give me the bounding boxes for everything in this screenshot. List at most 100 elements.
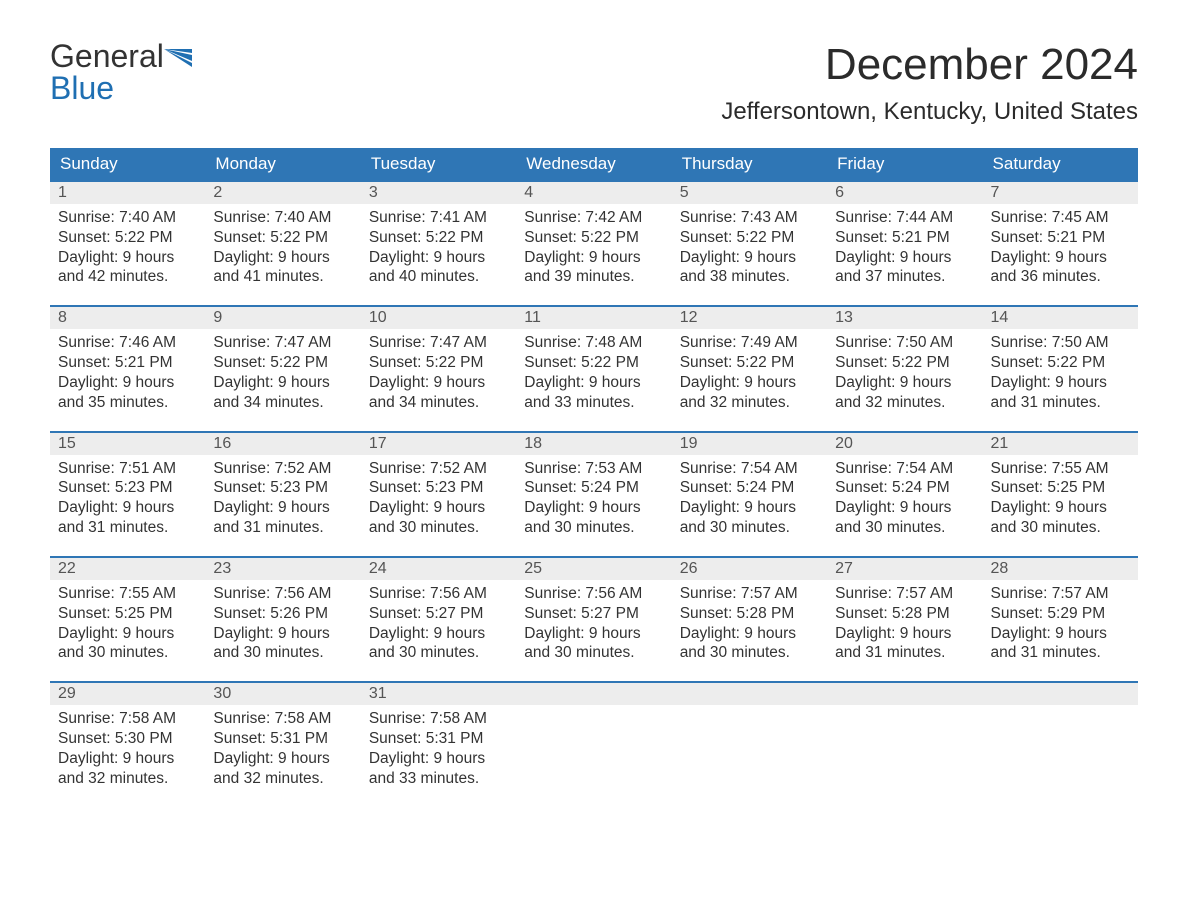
day-number-cell [672, 682, 827, 705]
day-data-cell: Sunrise: 7:47 AMSunset: 5:22 PMDaylight:… [205, 329, 360, 431]
day-line: Daylight: 9 hours [58, 749, 197, 769]
day-line: Daylight: 9 hours [58, 498, 197, 518]
day-number-cell: 2 [205, 181, 360, 204]
day-line: Sunrise: 7:48 AM [524, 333, 663, 353]
day-line: Sunrise: 7:40 AM [58, 208, 197, 228]
day-line: Sunrise: 7:43 AM [680, 208, 819, 228]
day-line: and 30 minutes. [991, 518, 1130, 538]
day-line: and 30 minutes. [58, 643, 197, 663]
day-line: Sunset: 5:22 PM [524, 353, 663, 373]
data-row: Sunrise: 7:58 AMSunset: 5:30 PMDaylight:… [50, 705, 1138, 806]
day-line: Sunset: 5:25 PM [58, 604, 197, 624]
day-line: Sunrise: 7:51 AM [58, 459, 197, 479]
day-line: Sunset: 5:22 PM [680, 353, 819, 373]
day-number-cell: 16 [205, 432, 360, 455]
day-number-cell: 15 [50, 432, 205, 455]
day-data-cell: Sunrise: 7:55 AMSunset: 5:25 PMDaylight:… [50, 580, 205, 682]
day-line: Sunrise: 7:40 AM [213, 208, 352, 228]
day-line: Daylight: 9 hours [680, 248, 819, 268]
day-number-cell: 29 [50, 682, 205, 705]
day-number-cell: 19 [672, 432, 827, 455]
day-data-cell: Sunrise: 7:47 AMSunset: 5:22 PMDaylight:… [361, 329, 516, 431]
day-line: Daylight: 9 hours [991, 248, 1130, 268]
day-line: Sunrise: 7:47 AM [213, 333, 352, 353]
day-number-cell: 9 [205, 306, 360, 329]
day-header: Friday [827, 148, 982, 181]
day-number-cell [827, 682, 982, 705]
day-data-cell: Sunrise: 7:49 AMSunset: 5:22 PMDaylight:… [672, 329, 827, 431]
day-line: Daylight: 9 hours [680, 498, 819, 518]
day-number-cell: 27 [827, 557, 982, 580]
day-line: and 38 minutes. [680, 267, 819, 287]
day-line: and 40 minutes. [369, 267, 508, 287]
day-line: Sunset: 5:27 PM [369, 604, 508, 624]
day-number-cell: 13 [827, 306, 982, 329]
day-number-cell: 6 [827, 181, 982, 204]
day-data-cell: Sunrise: 7:45 AMSunset: 5:21 PMDaylight:… [983, 204, 1138, 306]
day-line: Daylight: 9 hours [213, 749, 352, 769]
day-line: Sunrise: 7:50 AM [835, 333, 974, 353]
day-line: Sunrise: 7:57 AM [680, 584, 819, 604]
day-data-cell: Sunrise: 7:42 AMSunset: 5:22 PMDaylight:… [516, 204, 671, 306]
day-data-cell: Sunrise: 7:46 AMSunset: 5:21 PMDaylight:… [50, 329, 205, 431]
day-number-cell: 18 [516, 432, 671, 455]
day-line: and 31 minutes. [991, 643, 1130, 663]
day-line: Daylight: 9 hours [213, 373, 352, 393]
day-line: Sunrise: 7:42 AM [524, 208, 663, 228]
day-line: Daylight: 9 hours [991, 498, 1130, 518]
day-line: Sunrise: 7:52 AM [213, 459, 352, 479]
day-data-cell: Sunrise: 7:58 AMSunset: 5:30 PMDaylight:… [50, 705, 205, 806]
page-header: General Blue December 2024 Jeffersontown… [50, 40, 1138, 140]
day-data-cell: Sunrise: 7:58 AMSunset: 5:31 PMDaylight:… [205, 705, 360, 806]
day-line: and 33 minutes. [524, 393, 663, 413]
day-data-cell: Sunrise: 7:43 AMSunset: 5:22 PMDaylight:… [672, 204, 827, 306]
day-line: Sunrise: 7:47 AM [369, 333, 508, 353]
day-number-cell: 28 [983, 557, 1138, 580]
day-line: Daylight: 9 hours [524, 624, 663, 644]
day-number-cell: 4 [516, 181, 671, 204]
day-line: Sunset: 5:22 PM [369, 353, 508, 373]
day-data-cell: Sunrise: 7:48 AMSunset: 5:22 PMDaylight:… [516, 329, 671, 431]
day-number-cell: 31 [361, 682, 516, 705]
day-number-cell: 1 [50, 181, 205, 204]
day-number-cell [516, 682, 671, 705]
day-number-cell: 5 [672, 181, 827, 204]
day-line: and 36 minutes. [991, 267, 1130, 287]
day-line: and 30 minutes. [213, 643, 352, 663]
day-line: and 31 minutes. [58, 518, 197, 538]
day-line: Sunset: 5:22 PM [369, 228, 508, 248]
day-header: Thursday [672, 148, 827, 181]
day-line: and 42 minutes. [58, 267, 197, 287]
day-header: Saturday [983, 148, 1138, 181]
day-line: Daylight: 9 hours [524, 248, 663, 268]
day-line: Sunrise: 7:41 AM [369, 208, 508, 228]
day-line: Daylight: 9 hours [680, 373, 819, 393]
day-line: Sunrise: 7:58 AM [213, 709, 352, 729]
day-data-cell: Sunrise: 7:57 AMSunset: 5:28 PMDaylight:… [672, 580, 827, 682]
day-line: Daylight: 9 hours [58, 248, 197, 268]
day-number-cell: 7 [983, 181, 1138, 204]
day-line: and 30 minutes. [369, 518, 508, 538]
day-header: Tuesday [361, 148, 516, 181]
day-line: Sunrise: 7:50 AM [991, 333, 1130, 353]
day-line: Daylight: 9 hours [524, 498, 663, 518]
day-line: Sunset: 5:21 PM [991, 228, 1130, 248]
day-line: Daylight: 9 hours [991, 624, 1130, 644]
day-data-cell: Sunrise: 7:54 AMSunset: 5:24 PMDaylight:… [672, 455, 827, 557]
day-line: Sunset: 5:21 PM [58, 353, 197, 373]
day-data-cell: Sunrise: 7:57 AMSunset: 5:28 PMDaylight:… [827, 580, 982, 682]
day-number-cell: 22 [50, 557, 205, 580]
day-header: Wednesday [516, 148, 671, 181]
daynum-row: 22232425262728 [50, 557, 1138, 580]
day-data-cell [672, 705, 827, 806]
day-header-row: SundayMondayTuesdayWednesdayThursdayFrid… [50, 148, 1138, 181]
day-line: Sunset: 5:28 PM [680, 604, 819, 624]
day-line: Sunset: 5:30 PM [58, 729, 197, 749]
day-line: Sunrise: 7:55 AM [58, 584, 197, 604]
day-line: Sunrise: 7:49 AM [680, 333, 819, 353]
day-line: Daylight: 9 hours [369, 498, 508, 518]
day-line: Sunset: 5:22 PM [213, 228, 352, 248]
day-line: Daylight: 9 hours [369, 373, 508, 393]
day-line: Daylight: 9 hours [835, 498, 974, 518]
day-line: Sunset: 5:26 PM [213, 604, 352, 624]
